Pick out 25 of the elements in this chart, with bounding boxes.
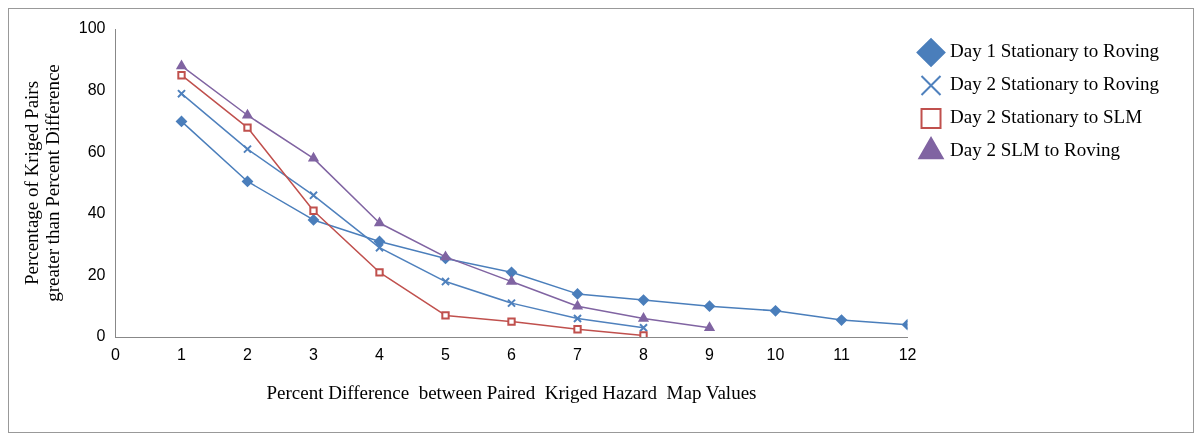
x-tick-label: 7 xyxy=(573,346,583,364)
x-axis-title: Percent Difference between Paired Kriged Hazard Map Values xyxy=(266,381,757,403)
x-tick-label: 1 xyxy=(177,346,187,364)
legend-label: Day 2 SLM to Roving xyxy=(950,139,1121,161)
x-tick-label: 8 xyxy=(639,346,649,364)
y-tick-label: 100 xyxy=(78,19,106,37)
y-tick-label: 80 xyxy=(87,81,106,99)
x-tick-label: 4 xyxy=(375,346,385,364)
x-tick-label: 0 xyxy=(111,346,121,364)
legend-label: Day 1 Stationary to Roving xyxy=(950,40,1160,62)
x-tick-label: 12 xyxy=(898,346,917,364)
legend-label: Day 2 Stationary to Roving xyxy=(950,73,1160,95)
y-tick-label: 0 xyxy=(96,327,106,345)
x-tick-label: 9 xyxy=(705,346,715,364)
x-tick-label: 11 xyxy=(833,346,850,364)
x-tick-label: 10 xyxy=(766,346,785,364)
y-tick-label: 40 xyxy=(87,204,106,222)
x-tick-label: 3 xyxy=(309,346,319,364)
y-tick-label: 60 xyxy=(87,142,106,160)
y-tick-label: 20 xyxy=(87,265,106,283)
x-tick-label: 6 xyxy=(507,346,517,364)
x-tick-label: 2 xyxy=(243,346,253,364)
legend-label: Day 2 Stationary to SLM xyxy=(950,106,1143,128)
x-tick-label: 5 xyxy=(441,346,451,364)
y-axis-title: Percentage of Kriged Pairs greater than Percent Difference xyxy=(21,64,64,302)
